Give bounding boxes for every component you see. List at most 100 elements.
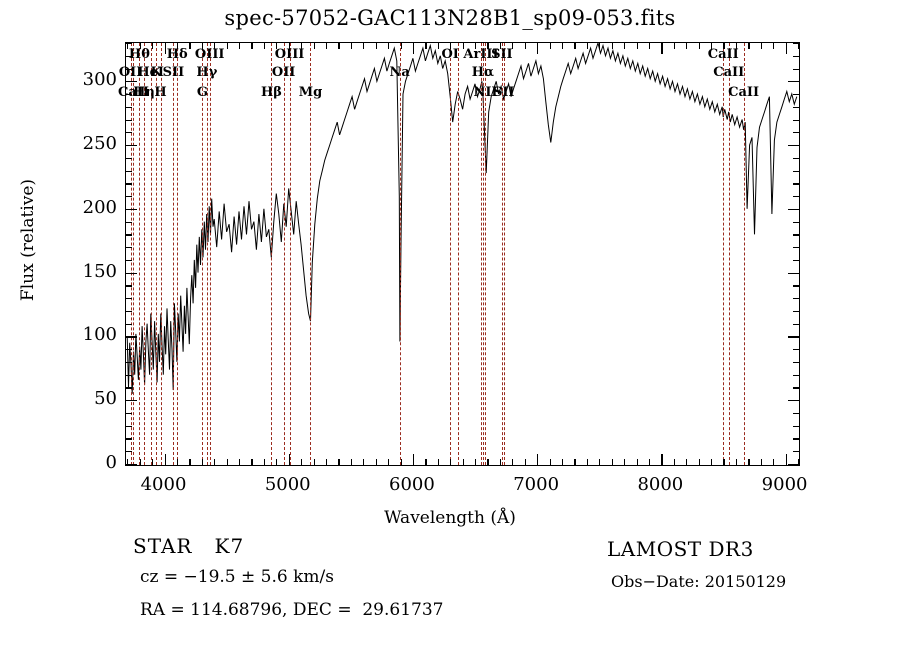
spectral-line-marker <box>206 43 208 465</box>
axis-tick <box>126 349 132 351</box>
axis-tick <box>400 43 402 49</box>
axis-tick <box>450 43 452 49</box>
axis-tick <box>711 43 713 49</box>
axis-tick <box>611 459 613 465</box>
spectral-line-marker <box>160 43 162 465</box>
axis-tick <box>325 43 328 49</box>
axis-tick <box>561 43 564 49</box>
axis-tick <box>425 459 427 465</box>
axis-tick <box>126 259 132 262</box>
axis-tick <box>126 374 132 376</box>
axis-tick <box>793 247 799 249</box>
axis-tick <box>537 454 539 465</box>
axis-tick <box>126 412 132 415</box>
axis-tick <box>793 310 799 313</box>
axis-tick <box>793 106 799 108</box>
axis-tick <box>338 459 340 465</box>
spectral-line-marker <box>283 43 285 465</box>
axis-tick <box>788 272 799 274</box>
axis-tick <box>793 157 799 159</box>
axis-tick <box>636 43 638 49</box>
axis-tick <box>512 43 514 49</box>
axis-tick <box>549 43 551 49</box>
axis-tick <box>126 81 137 83</box>
axis-tick <box>126 361 132 364</box>
axis-tick <box>793 387 799 389</box>
page-title: spec-57052-GAC113N28B1_sp09-053.fits <box>224 6 676 30</box>
axis-tick <box>549 459 551 465</box>
axis-tick <box>164 43 166 54</box>
axis-tick <box>624 43 626 49</box>
spectral-line-label: CaII <box>728 85 760 100</box>
axis-tick <box>437 43 439 49</box>
axis-tick <box>499 43 502 49</box>
axis-tick <box>636 459 638 465</box>
axis-tick <box>686 459 688 465</box>
spectral-line-marker <box>728 43 730 465</box>
x-tick-label: 4000 <box>140 474 187 495</box>
axis-tick <box>126 310 132 313</box>
axis-tick <box>263 459 266 465</box>
axis-tick <box>793 412 799 415</box>
axis-tick <box>126 425 132 427</box>
axis-tick <box>288 454 290 465</box>
axis-tick <box>574 43 576 49</box>
axis-tick <box>793 285 799 287</box>
spectral-line-label: Mg <box>298 85 323 100</box>
axis-tick <box>126 208 137 211</box>
axis-tick <box>437 459 439 465</box>
axis-tick <box>788 81 799 83</box>
axis-tick <box>152 43 154 49</box>
axis-tick <box>793 132 799 134</box>
axis-tick <box>487 459 489 465</box>
spectral-line-label: OI <box>441 47 459 62</box>
axis-tick <box>126 323 132 325</box>
axis-tick <box>276 43 278 49</box>
axis-tick <box>388 459 390 465</box>
spectral-line-label: OIII <box>274 47 305 62</box>
axis-tick <box>586 459 589 465</box>
axis-tick <box>201 459 203 465</box>
spectral-line-label: OII <box>118 65 143 80</box>
axis-tick <box>363 459 365 465</box>
axis-tick <box>793 119 799 121</box>
axis-tick <box>462 459 464 465</box>
x-tick-label: 5000 <box>264 474 311 495</box>
x-tick-label: 6000 <box>389 474 435 495</box>
spectral-line-marker <box>501 43 503 465</box>
axis-tick <box>723 43 725 49</box>
axis-tick <box>793 374 799 376</box>
axis-tick <box>126 387 132 389</box>
plot-canvas <box>126 43 799 465</box>
axis-tick <box>788 400 799 402</box>
axis-tick <box>793 361 799 364</box>
axis-tick <box>537 43 539 54</box>
axis-tick <box>425 43 427 49</box>
axis-tick <box>793 221 799 223</box>
spectral-line-marker <box>173 43 175 465</box>
axis-tick <box>793 298 799 300</box>
spectral-line-marker <box>209 43 211 465</box>
axis-tick <box>586 43 589 49</box>
spectral-line-label: Hβ <box>260 85 282 100</box>
axis-tick <box>126 272 137 274</box>
axis-tick <box>788 336 799 338</box>
axis-tick <box>723 459 725 465</box>
axis-tick <box>487 43 489 49</box>
axis-tick <box>251 43 253 49</box>
spectral-line-label: ArIII <box>463 47 499 62</box>
axis-tick <box>214 459 216 465</box>
axis-tick <box>760 43 762 49</box>
spectral-line-label: Hα <box>471 65 495 80</box>
spectral-line-label: SII <box>162 65 185 80</box>
axis-tick <box>798 43 799 49</box>
axis-tick <box>127 43 129 49</box>
axis-tick <box>648 43 651 49</box>
axis-tick <box>126 336 137 338</box>
spectral-line-marker <box>144 43 145 465</box>
axis-tick <box>673 43 675 49</box>
axis-tick <box>375 459 377 465</box>
axis-tick <box>126 157 132 159</box>
axis-tick <box>126 145 137 147</box>
